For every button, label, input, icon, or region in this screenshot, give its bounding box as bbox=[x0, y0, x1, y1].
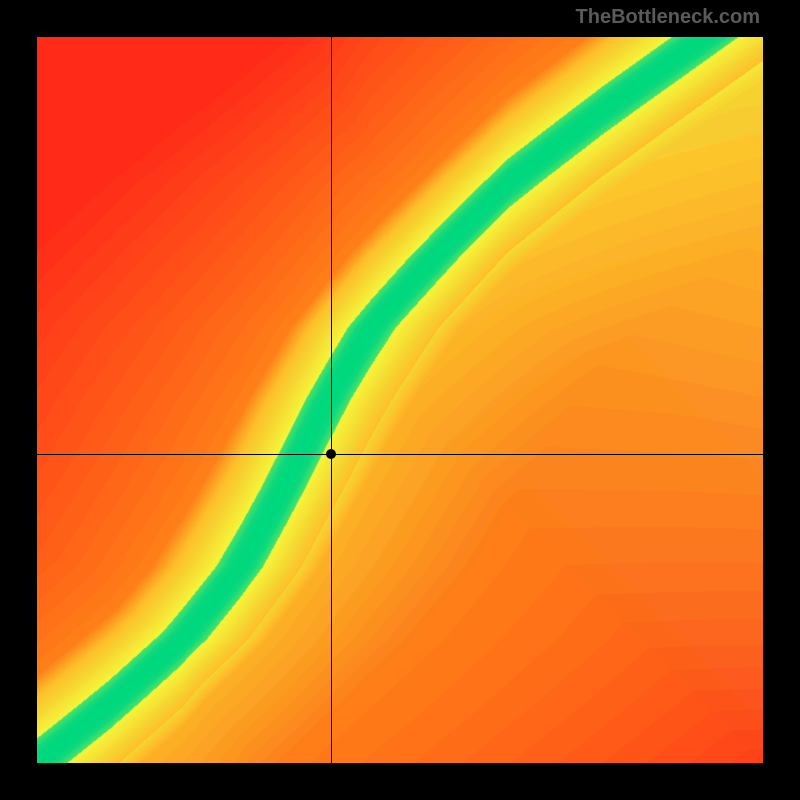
heatmap-canvas bbox=[37, 37, 763, 763]
crosshair-vertical bbox=[331, 37, 332, 763]
marker-dot bbox=[326, 449, 336, 459]
crosshair-horizontal bbox=[37, 454, 763, 455]
watermark-text: TheBottleneck.com bbox=[576, 6, 760, 29]
heatmap-plot bbox=[37, 37, 763, 763]
